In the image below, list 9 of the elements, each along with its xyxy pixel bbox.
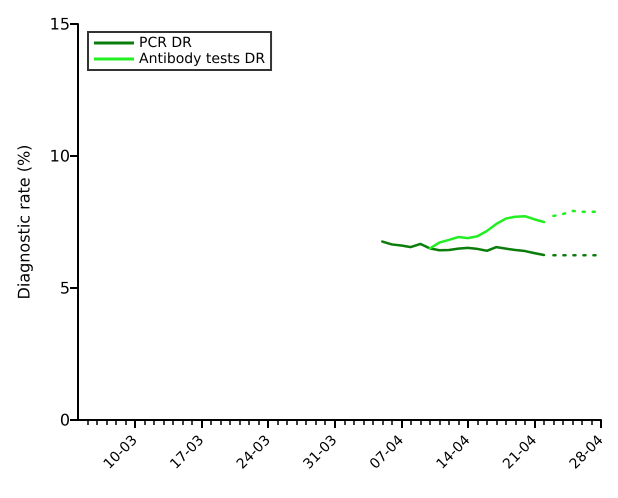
y-tick-label: 10 [50, 146, 70, 166]
y-tick-label: 15 [50, 14, 70, 34]
y-tick-label: 0 [60, 410, 70, 430]
y-tick-label: 5 [60, 278, 70, 298]
y-axis-title: Diagnostic rate (%) [14, 144, 34, 300]
legend-label: Antibody tests DR [139, 51, 266, 67]
line-series [428, 214, 546, 250]
legend-label: PCR DR [139, 35, 192, 51]
line-series [381, 240, 546, 256]
